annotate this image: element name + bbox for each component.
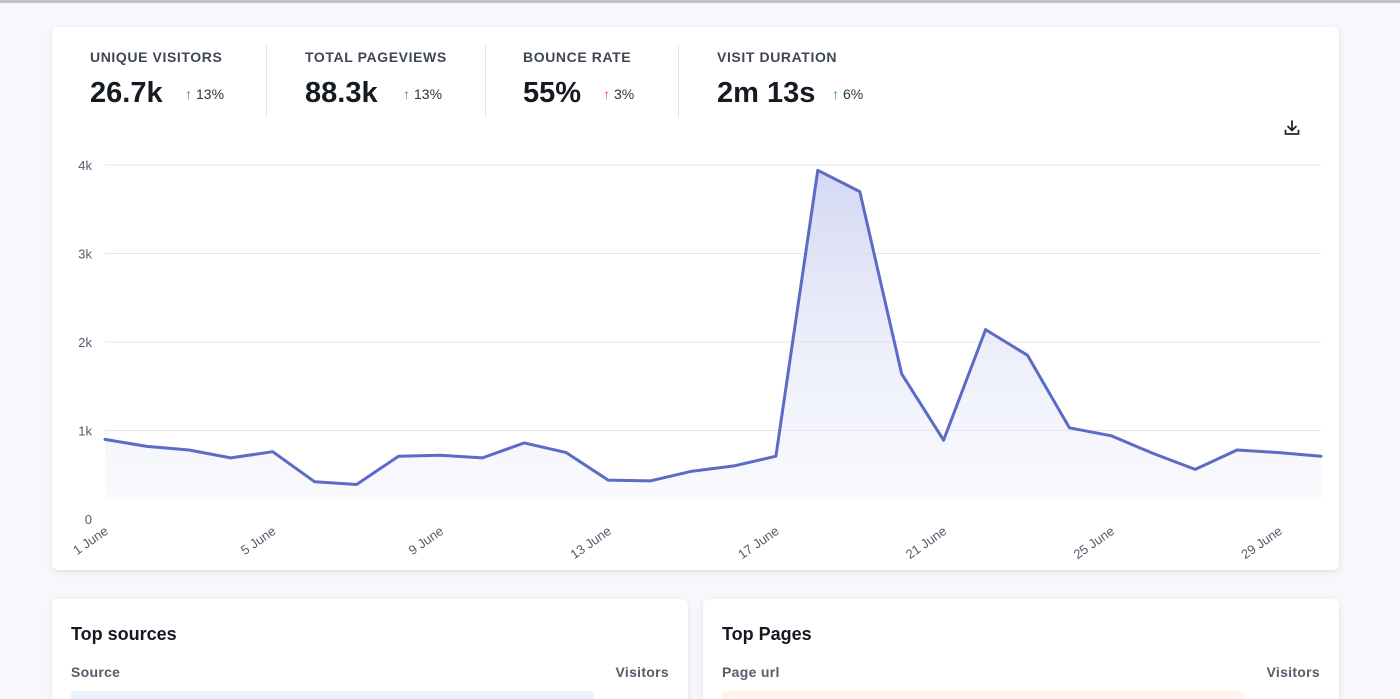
stat-change: ↑ 13% — [403, 86, 442, 102]
x-tick-label: 1 June — [70, 523, 111, 558]
visitors-area — [105, 170, 1321, 500]
stat-change-value: 6% — [843, 86, 864, 102]
arrow-up-icon: ↑ — [832, 86, 839, 102]
stat-value: 55% — [523, 77, 582, 109]
stat-change: ↑ 13% — [185, 86, 224, 102]
stat-value: 88.3k — [305, 77, 378, 109]
stat-label: UNIQUE VISITORS — [90, 49, 223, 65]
stat-divider — [485, 45, 486, 118]
x-tick-label: 21 June — [903, 523, 950, 562]
top-pages-title: Top Pages — [722, 624, 812, 644]
download-icon[interactable] — [1282, 118, 1302, 138]
stat-change-value: 3% — [614, 86, 635, 102]
visitors-line — [103, 168, 1323, 486]
stat-divider — [266, 45, 267, 118]
stat-label: BOUNCE RATE — [523, 49, 632, 65]
visitors-chart-card: UNIQUE VISITORS 26.7k ↑ 13% TOTAL PAGEVIE… — [52, 27, 1339, 570]
window-top-border — [0, 0, 1400, 3]
page-url-column-header: Page url — [722, 664, 780, 680]
top-sources-title: Top sources — [71, 624, 177, 644]
visitors-column-header: Visitors — [1266, 664, 1320, 680]
stat-change-value: 13% — [414, 86, 443, 102]
x-tick-label: 9 June — [406, 523, 447, 558]
stat-value: 26.7k — [90, 77, 163, 109]
stat-value: 2m 13s — [717, 77, 816, 109]
stat-change-value: 13% — [196, 86, 225, 102]
y-tick-label: 4k — [78, 158, 92, 173]
page-row-bar[interactable] — [722, 691, 1244, 699]
stat-change: ↑ 3% — [603, 86, 634, 102]
x-tick-label: 17 June — [735, 523, 782, 562]
x-tick-label: 25 June — [1071, 523, 1118, 562]
stat-divider — [678, 45, 679, 118]
stat-change: ↑ 6% — [832, 86, 863, 102]
stats-row: UNIQUE VISITORS 26.7k ↑ 13% TOTAL PAGEVIE… — [52, 27, 1339, 122]
y-tick-label: 1k — [78, 424, 92, 439]
arrow-up-icon: ↑ — [403, 86, 410, 102]
stat-label: VISIT DURATION — [717, 49, 838, 65]
top-pages-card: Top Pages Page url Visitors — [703, 599, 1339, 699]
visitors-column-header: Visitors — [615, 664, 669, 680]
visitors-line-chart[interactable]: 0 1k 2k 3k 4k 1 June 5 June 9 June 13 June 17 Ju… — [52, 27, 1339, 570]
arrow-up-icon: ↑ — [603, 86, 610, 102]
x-tick-label: 5 June — [238, 523, 279, 558]
y-tick-label: 0 — [85, 512, 92, 527]
source-row-bar[interactable] — [71, 691, 594, 699]
stat-label: TOTAL PAGEVIEWS — [305, 49, 447, 65]
y-tick-label: 2k — [78, 335, 92, 350]
x-tick-label: 29 June — [1238, 523, 1285, 562]
x-tick-label: 13 June — [567, 523, 614, 562]
source-column-header: Source — [71, 664, 121, 680]
y-tick-label: 3k — [78, 247, 92, 262]
arrow-up-icon: ↑ — [185, 86, 192, 102]
top-sources-card: Top sources Source Visitors — [52, 599, 688, 699]
